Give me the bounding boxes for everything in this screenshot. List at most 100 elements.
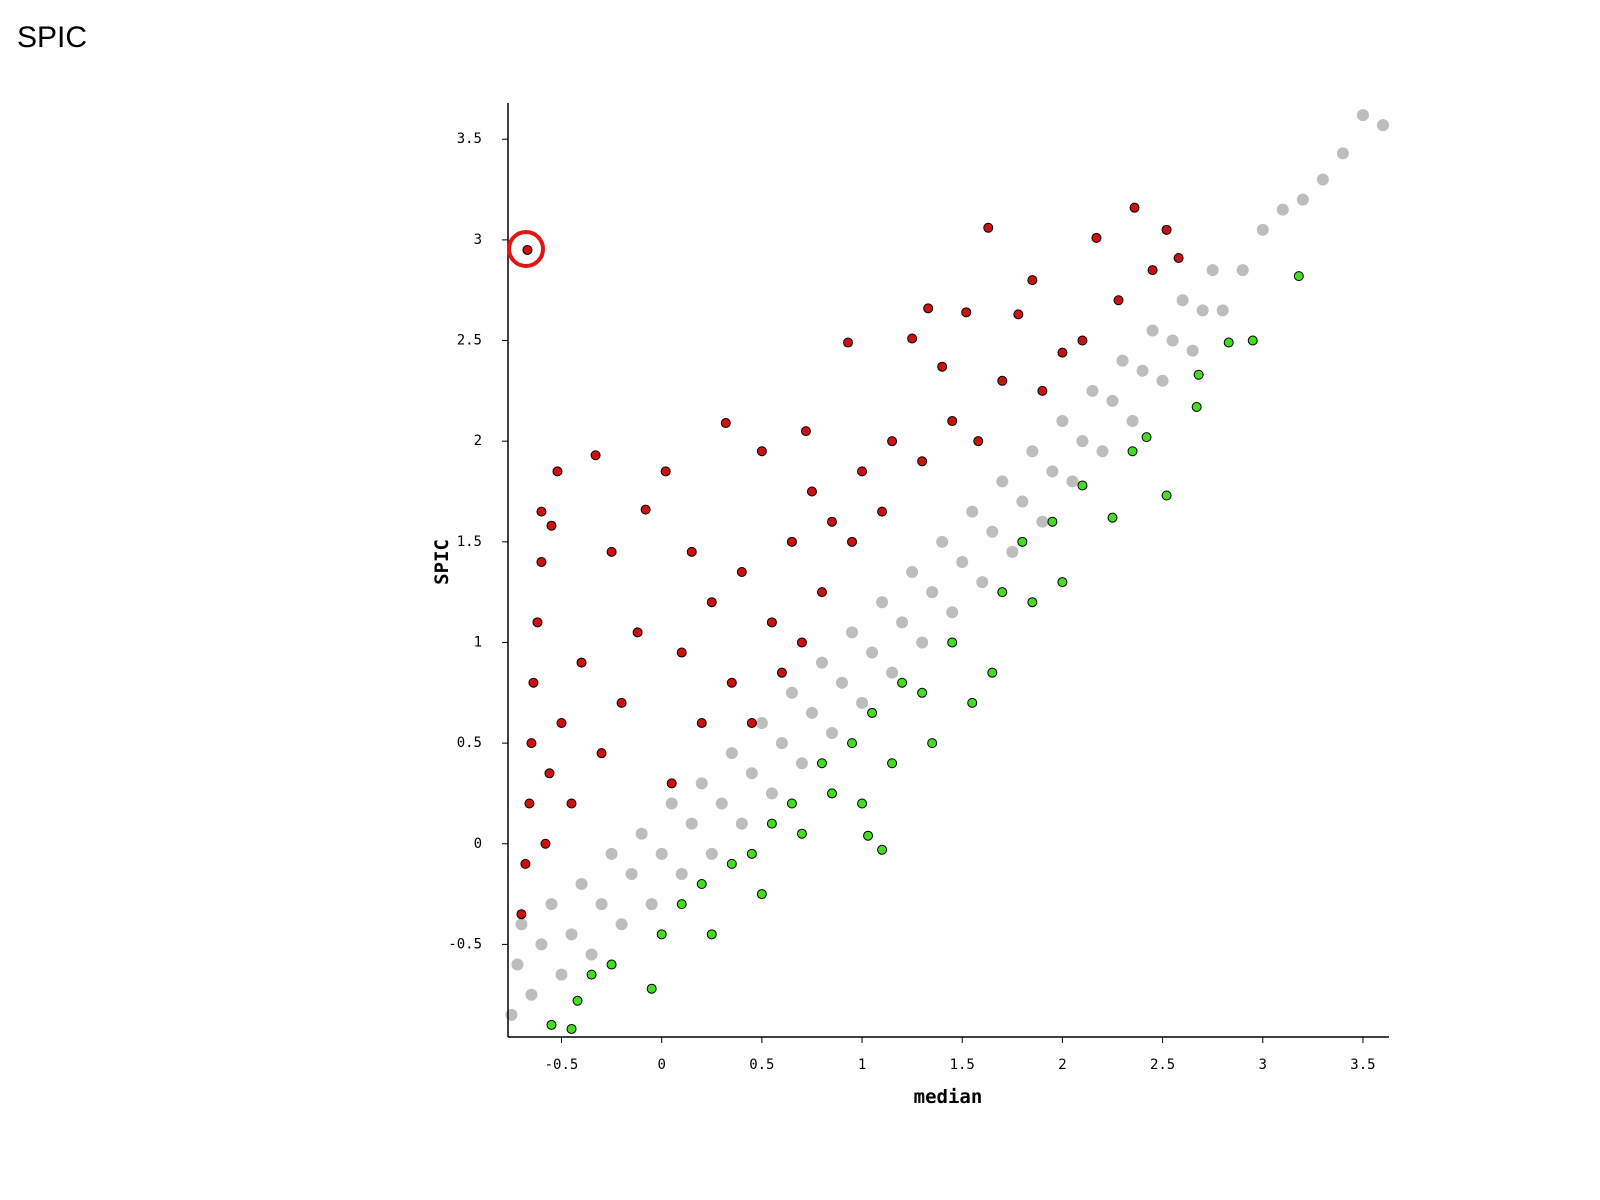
point (966, 505, 979, 518)
point (1086, 384, 1099, 397)
point (923, 303, 934, 314)
x-tick-label: 1 (858, 1057, 866, 1073)
point (706, 597, 717, 608)
point (826, 788, 837, 799)
point (666, 778, 677, 789)
point (595, 898, 608, 911)
point (1216, 304, 1229, 317)
point (746, 717, 757, 728)
point (877, 844, 888, 855)
point (800, 426, 811, 437)
point (776, 667, 787, 678)
y-axis-title: SPIC (431, 539, 453, 585)
point (1106, 394, 1119, 407)
point (546, 1019, 557, 1030)
point (1206, 264, 1219, 277)
point (606, 959, 617, 970)
point (947, 416, 958, 427)
point (1116, 354, 1129, 367)
point (847, 536, 858, 547)
point (973, 436, 984, 447)
point (826, 516, 837, 527)
point (1016, 495, 1029, 508)
point (806, 486, 817, 497)
point (856, 696, 869, 709)
point (986, 525, 999, 538)
point (1096, 445, 1109, 458)
point (660, 466, 671, 477)
point (927, 738, 938, 749)
point (1146, 324, 1159, 337)
point (590, 450, 601, 461)
point (726, 858, 737, 869)
point (786, 536, 797, 547)
point (656, 929, 667, 940)
point (615, 918, 628, 931)
point (997, 375, 1008, 386)
point (1166, 334, 1179, 347)
point (715, 797, 728, 810)
point (706, 929, 717, 940)
plot-area (505, 109, 1389, 1034)
point (520, 858, 531, 869)
point (926, 586, 939, 599)
point (1027, 597, 1038, 608)
point (646, 983, 657, 994)
point (585, 948, 598, 961)
point (786, 798, 797, 809)
point (676, 899, 687, 910)
point (528, 677, 539, 688)
point (1076, 435, 1089, 448)
y-tick-label: -0.5 (448, 936, 482, 952)
point (546, 520, 557, 531)
point (775, 737, 788, 750)
point (665, 797, 678, 810)
point (1356, 109, 1369, 122)
point (1156, 374, 1169, 387)
point (556, 717, 567, 728)
point (1191, 401, 1202, 412)
point (1256, 223, 1269, 236)
point (937, 361, 948, 372)
point (887, 758, 898, 769)
x-tick-label: 2.5 (1150, 1057, 1175, 1073)
point (745, 767, 758, 780)
point (505, 1008, 518, 1021)
point (1017, 536, 1028, 547)
y-tick-label: 0.5 (457, 735, 482, 751)
point (516, 909, 527, 920)
point (552, 466, 563, 477)
point (1077, 335, 1088, 346)
x-tick-label: 0 (657, 1057, 665, 1073)
point (566, 1023, 577, 1034)
point (816, 587, 827, 598)
point (1066, 475, 1079, 488)
point (1057, 347, 1068, 358)
point (976, 576, 989, 589)
point (897, 677, 908, 688)
point (1316, 173, 1329, 186)
point (640, 504, 651, 515)
point (956, 555, 969, 568)
y-tick-label: 1.5 (457, 534, 482, 550)
x-tick-label: 3 (1259, 1057, 1267, 1073)
point (532, 617, 543, 628)
point (866, 646, 879, 659)
point (566, 798, 577, 809)
y-tick-label: 2 (474, 433, 482, 449)
point (756, 446, 767, 457)
point (1127, 446, 1138, 457)
point (1176, 294, 1189, 307)
point (887, 436, 898, 447)
point (967, 697, 978, 708)
point (1091, 232, 1102, 243)
point (1276, 203, 1289, 216)
point (676, 647, 687, 658)
point (907, 333, 918, 344)
x-tick-label: 2 (1058, 1057, 1066, 1073)
point (1293, 271, 1304, 282)
point (696, 879, 707, 890)
point (1193, 369, 1204, 380)
point (616, 697, 627, 708)
x-tick-label: 0.5 (749, 1057, 774, 1073)
